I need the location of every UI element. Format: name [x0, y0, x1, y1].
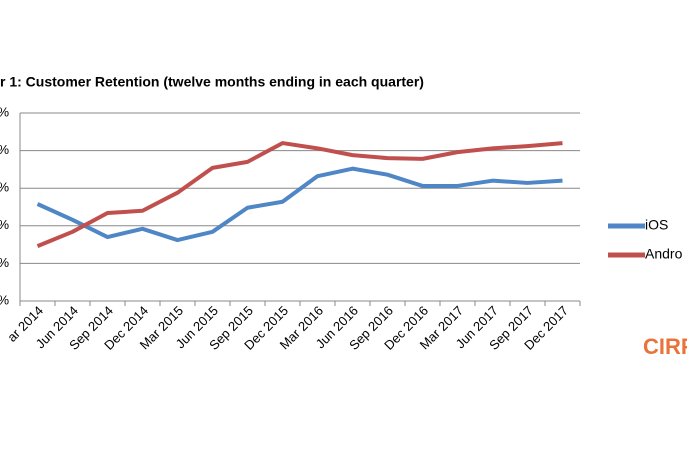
- logo: CIRP: [643, 334, 687, 359]
- y-tick-label: %: [0, 180, 9, 195]
- series-line: [36, 141, 563, 248]
- y-tick-label: %: [0, 142, 9, 157]
- legend-label: Andro: [645, 246, 683, 262]
- y-tick-label: %: [0, 104, 9, 119]
- chart-title: r 1: Customer Retention (twelve months e…: [0, 74, 424, 90]
- y-tick-label: %: [0, 292, 9, 307]
- series-line: [36, 166, 563, 243]
- y-tick-label: %: [0, 217, 9, 232]
- y-tick-label: %: [0, 255, 9, 270]
- legend-label: iOS: [645, 217, 668, 233]
